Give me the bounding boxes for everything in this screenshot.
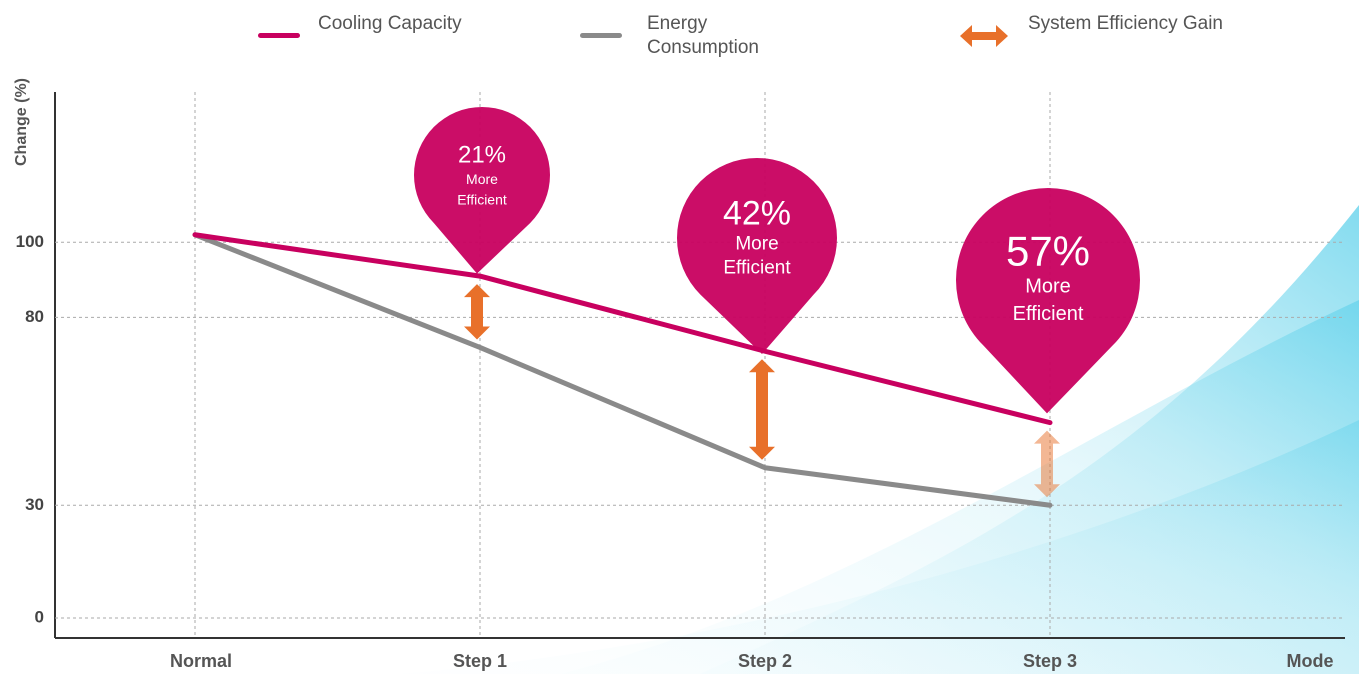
callout-value: 21% — [458, 141, 506, 168]
y-tick-label: 0 — [35, 607, 44, 626]
gain-arrow — [1034, 430, 1060, 498]
callout-value: 42% — [723, 195, 791, 233]
callout-text: Efficient — [723, 257, 791, 278]
y-tick-label: 30 — [25, 495, 44, 514]
legend-swatch — [960, 25, 1008, 47]
gain-arrow — [464, 284, 490, 340]
y-axis-title: Change (%) — [13, 78, 30, 166]
callout-text: More — [735, 233, 778, 254]
y-tick-label: 80 — [25, 307, 44, 326]
legend-label: Cooling Capacity — [318, 13, 462, 34]
callout-balloon — [956, 188, 1140, 414]
legend-label: Energy Consumption — [647, 13, 759, 58]
callout-text: Efficient — [457, 192, 507, 208]
callout-text: More — [1025, 276, 1071, 298]
legend-swatch — [580, 33, 622, 38]
x-axis-title: Mode — [1287, 651, 1334, 671]
background-swoosh — [400, 205, 1359, 674]
callout-balloon — [414, 106, 550, 274]
legend-label: System Efficiency Gain — [1028, 13, 1224, 34]
callout-balloon — [677, 158, 837, 354]
x-tick-label: Step 1 — [453, 651, 507, 671]
legend-swatch — [258, 33, 300, 38]
callout-text: Efficient — [1013, 303, 1084, 325]
x-tick-label: Step 2 — [738, 651, 792, 671]
callout-text: More — [466, 171, 498, 187]
data-line — [192, 232, 1053, 426]
callout-value: 57% — [1006, 227, 1090, 274]
x-tick-label: Normal — [170, 651, 232, 671]
y-tick-label: 100 — [16, 232, 44, 251]
x-tick-label: Step 3 — [1023, 651, 1077, 671]
data-line — [192, 232, 1053, 508]
gain-arrow — [749, 359, 775, 460]
